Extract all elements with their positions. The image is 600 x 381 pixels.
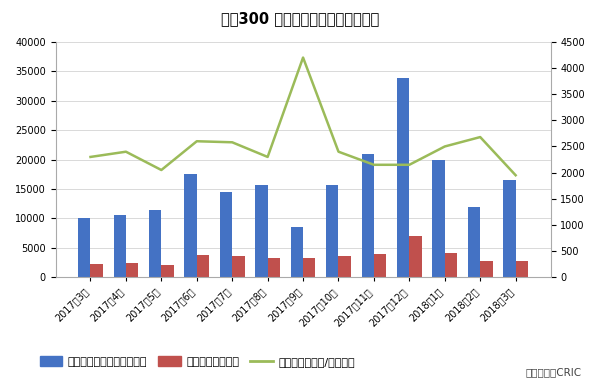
Legend: 成交建筑面积（万平方米）, 成交总价（亿元）, 成交楼板价（元/平方米）: 成交建筑面积（万平方米）, 成交总价（亿元）, 成交楼板价（元/平方米） <box>35 352 359 371</box>
Bar <box>220 192 232 277</box>
Bar <box>433 160 445 277</box>
Bar <box>126 263 139 277</box>
Bar <box>232 256 245 277</box>
Bar <box>303 258 316 277</box>
Bar <box>397 78 409 277</box>
Bar <box>515 261 528 277</box>
Bar <box>445 253 457 277</box>
Bar <box>78 218 91 277</box>
Bar <box>91 264 103 277</box>
Bar <box>468 207 480 277</box>
Bar <box>149 210 161 277</box>
Bar <box>255 185 268 277</box>
Bar <box>409 236 422 277</box>
Bar <box>184 174 197 277</box>
Bar <box>374 254 386 277</box>
Bar <box>338 256 351 277</box>
Bar <box>268 258 280 277</box>
Bar <box>480 261 493 277</box>
Bar <box>326 185 338 277</box>
Bar <box>113 215 126 277</box>
Bar <box>197 256 209 277</box>
Bar <box>161 265 174 277</box>
Text: 数据来源：CRIC: 数据来源：CRIC <box>526 367 582 377</box>
Bar <box>290 227 303 277</box>
Bar <box>362 154 374 277</box>
Bar <box>503 180 515 277</box>
Text: 图：300 城经营性用地月度成交情况: 图：300 城经营性用地月度成交情况 <box>221 11 379 26</box>
